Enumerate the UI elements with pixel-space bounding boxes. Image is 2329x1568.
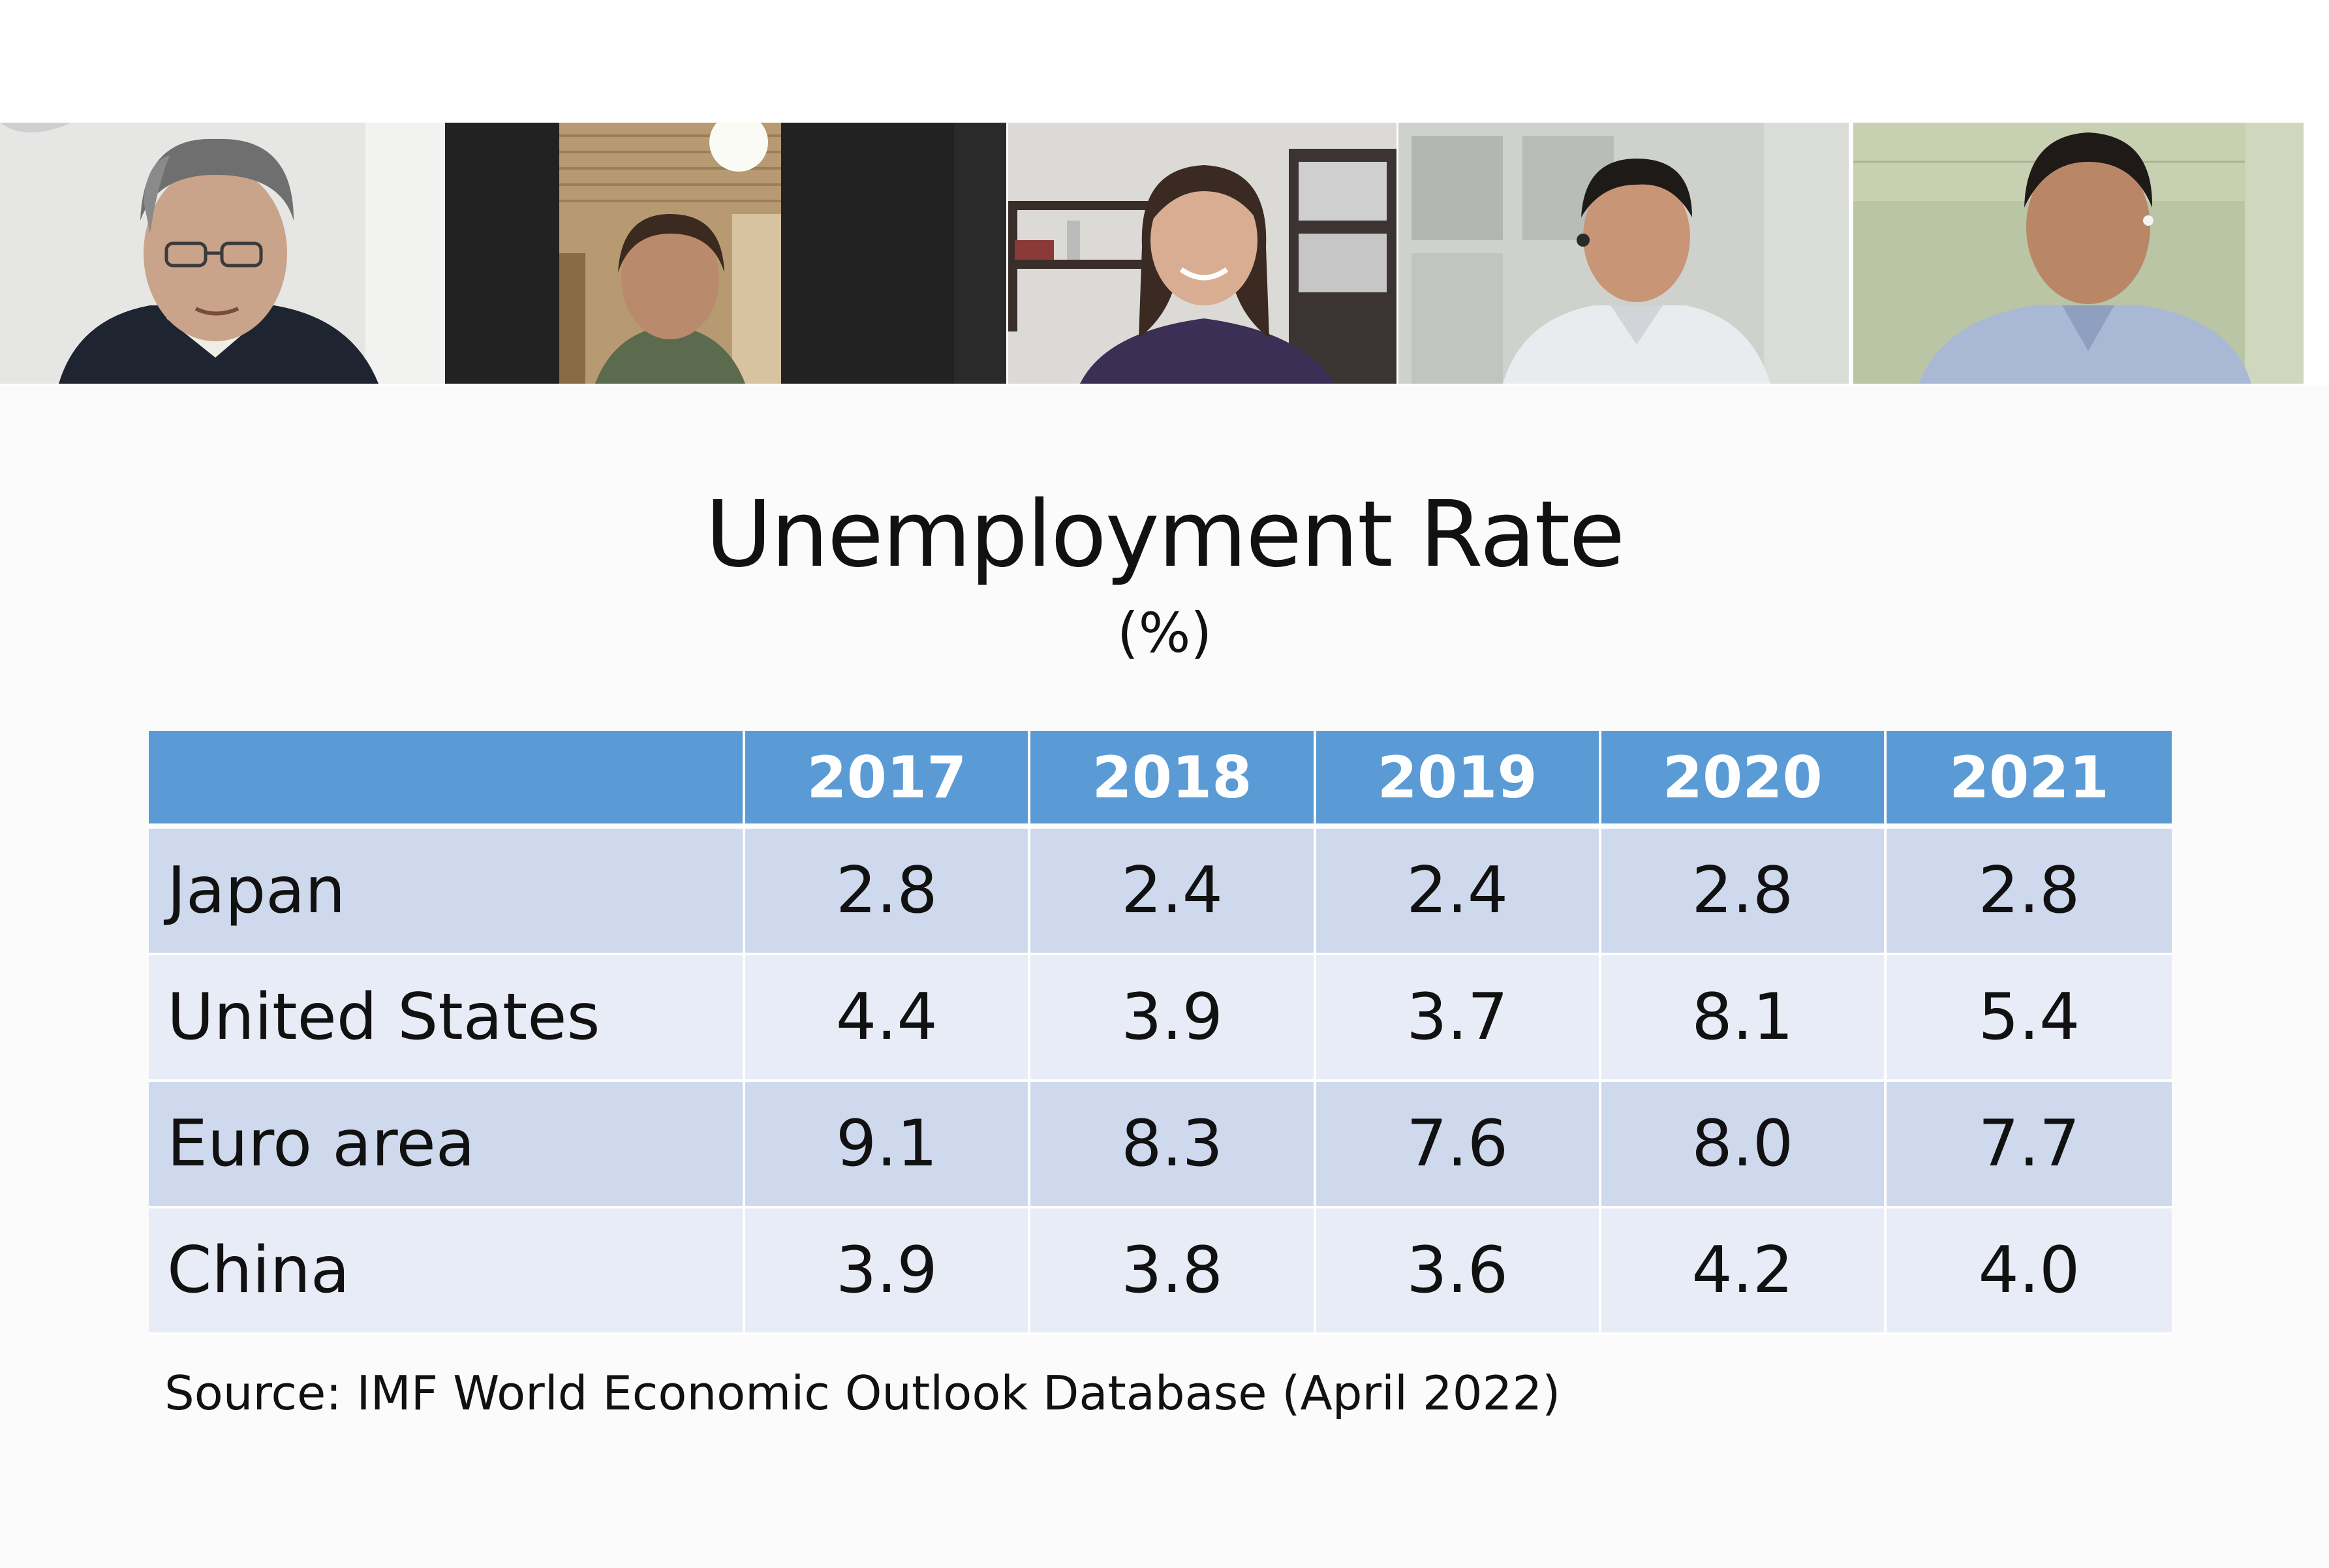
table-cell: 3.6 [1316,1208,1601,1335]
source-note: Source: IMF World Economic Outlook Datab… [164,1366,1561,1421]
row-label: United States [149,955,746,1082]
slide-subtitle: (%) [1117,601,1212,665]
table-cell: 8.3 [1030,1082,1316,1208]
table-cell: 7.6 [1316,1082,1601,1208]
table-cell: 5.4 [1886,955,2172,1082]
table-cell: 4.4 [745,955,1031,1082]
participant-video-tile-2[interactable] [445,123,1006,384]
table-cell: 2.8 [1886,829,2172,955]
table-header-cell: 2021 [1886,731,2172,829]
participant-video-tile-4[interactable] [1398,123,1849,384]
row-label: Euro area [149,1082,746,1208]
table-cell: 2.4 [1030,829,1316,955]
shared-slide: Unemployment Rate (%) 2017 2018 2019 202… [0,385,2329,1568]
unemployment-table: 2017 2018 2019 2020 2021 Japan 2.8 2.4 2… [149,731,2172,1335]
table-header-cell: 2020 [1601,731,1887,829]
participant-video-4 [1398,123,1849,384]
table-cell: 3.7 [1316,955,1601,1082]
participant-video-2 [445,123,1006,384]
participant-video-strip [0,123,2329,384]
table-header-cell: 2018 [1030,731,1316,829]
table-header-cell: 2019 [1316,731,1601,829]
row-label: China [149,1208,746,1335]
table-row: Japan 2.8 2.4 2.4 2.8 2.8 [149,829,2172,955]
table-cell: 4.2 [1601,1208,1887,1335]
participant-video-tile-5[interactable] [1853,123,2304,384]
table-cell: 7.7 [1886,1082,2172,1208]
participant-video-3 [1008,123,1396,384]
table-header-row: 2017 2018 2019 2020 2021 [149,731,2172,829]
table-cell: 3.9 [1030,955,1316,1082]
table-cell: 3.8 [1030,1208,1316,1335]
participant-video-tile-1[interactable] [0,123,444,384]
table-cell: 9.1 [745,1082,1031,1208]
table-row: China 3.9 3.8 3.6 4.2 4.0 [149,1208,2172,1335]
table-cell: 3.9 [745,1208,1031,1335]
slide-title: Unemployment Rate [705,482,1626,588]
participant-video-1 [0,123,444,384]
table-cell: 2.8 [745,829,1031,955]
table-header-cell: 2017 [745,731,1031,829]
table-row: United States 4.4 3.9 3.7 8.1 5.4 [149,955,2172,1082]
participant-video-5 [1853,123,2304,384]
table-header-cell [149,731,746,829]
table-cell: 2.4 [1316,829,1601,955]
table-row: Euro area 9.1 8.3 7.6 8.0 7.7 [149,1082,2172,1208]
row-label: Japan [149,829,746,955]
table-cell: 2.8 [1601,829,1887,955]
table-cell: 4.0 [1886,1208,2172,1335]
participant-video-tile-3[interactable] [1008,123,1396,384]
table-cell: 8.1 [1601,955,1887,1082]
table-cell: 8.0 [1601,1082,1887,1208]
